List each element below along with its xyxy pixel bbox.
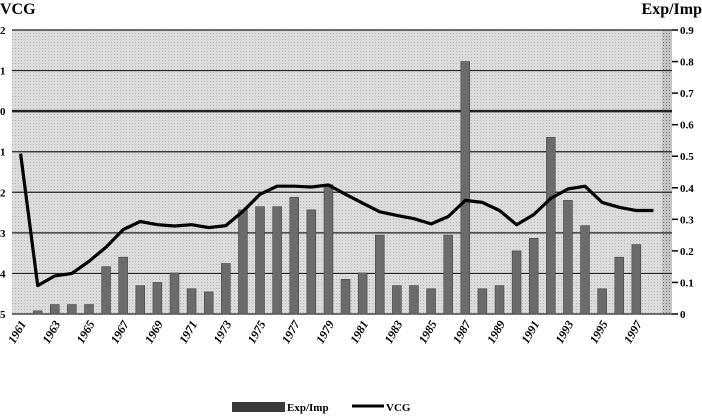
x-tick-label: 1991 bbox=[518, 318, 542, 346]
bar-exp-imp bbox=[272, 206, 282, 315]
left-tick-label: 0 bbox=[0, 106, 6, 118]
x-tick-label: 1997 bbox=[621, 317, 646, 346]
x-tick-label: 1979 bbox=[313, 318, 337, 346]
x-tick-label: 1987 bbox=[450, 317, 475, 346]
bar-exp-imp bbox=[614, 256, 624, 315]
right-tick-label: 0.7 bbox=[680, 88, 694, 100]
right-axis-strip bbox=[662, 30, 672, 314]
bar-exp-imp bbox=[409, 285, 419, 315]
x-tick-label: 1983 bbox=[381, 318, 405, 346]
right-tick-label: 0.1 bbox=[680, 277, 694, 289]
x-tick-label: 1995 bbox=[587, 318, 611, 346]
bar-exp-imp bbox=[221, 263, 231, 315]
bar-exp-imp bbox=[563, 200, 573, 315]
bar-exp-imp bbox=[50, 304, 60, 315]
bar-exp-imp bbox=[289, 196, 299, 315]
left-tick-label: 2 bbox=[0, 187, 6, 199]
bar-exp-imp bbox=[580, 225, 590, 315]
bar-exp-imp bbox=[340, 278, 351, 315]
bar-exp-imp bbox=[426, 288, 436, 315]
bar-exp-imp bbox=[169, 272, 180, 315]
x-tick-label: 1969 bbox=[142, 318, 166, 346]
left-tick-label: 5 bbox=[0, 309, 6, 321]
x-tick-label: 1967 bbox=[108, 317, 133, 346]
left-tick-label: 2 bbox=[0, 25, 6, 37]
legend-label-bars: Exp/Imp bbox=[287, 402, 329, 414]
left-axis-ticks: 2 1 0 1 2 3 4 5 bbox=[0, 25, 6, 321]
right-tick-label: 0.2 bbox=[680, 246, 694, 258]
right-tick-label: 0 bbox=[680, 309, 686, 321]
bar-exp-imp bbox=[84, 304, 94, 315]
bar-exp-imp bbox=[597, 288, 607, 315]
x-tick-label: 1981 bbox=[347, 318, 371, 346]
bar-exp-imp bbox=[118, 256, 128, 315]
right-tick-label: 0.8 bbox=[680, 57, 694, 69]
bar-exp-imp bbox=[494, 285, 505, 315]
right-axis-title: Exp/Imp bbox=[642, 1, 702, 18]
bar-exp-imp bbox=[546, 136, 556, 315]
bar-exp-imp bbox=[375, 234, 385, 315]
x-axis-ticks: 1961 1963 1965 1967 1969 1971 1973 1975 1977 1979… bbox=[5, 317, 645, 346]
line-series bbox=[19, 153, 654, 288]
left-tick-label: 4 bbox=[0, 268, 6, 280]
bar-exp-imp bbox=[511, 250, 522, 315]
x-tick-label: 1993 bbox=[552, 318, 576, 346]
bar-series bbox=[32, 61, 642, 315]
right-axis-ticks: 0.9 0.8 0.7 0.6 0.5 0.4 0.3 0.2 0.1 0 bbox=[672, 25, 694, 321]
x-tick-label: 1985 bbox=[416, 318, 440, 346]
bar-exp-imp bbox=[238, 209, 248, 315]
x-tick-label: 1965 bbox=[73, 318, 97, 346]
legend-swatch-bars bbox=[232, 402, 285, 412]
left-tick-label: 1 bbox=[0, 66, 6, 78]
x-tick-label: 1963 bbox=[39, 318, 63, 346]
right-tick-label: 0.3 bbox=[680, 214, 694, 226]
legend: Exp/Imp VCG bbox=[232, 402, 411, 414]
vcg-line bbox=[19, 153, 654, 288]
bar-exp-imp bbox=[152, 282, 163, 315]
right-tick-label: 0.4 bbox=[680, 183, 694, 195]
bar-exp-imp bbox=[67, 304, 77, 315]
x-tick-label: 1971 bbox=[176, 318, 200, 346]
x-tick-label: 1961 bbox=[5, 318, 29, 346]
bar-exp-imp bbox=[32, 310, 43, 315]
right-tick-label: 0.6 bbox=[680, 120, 694, 132]
left-axis-title: VCG bbox=[0, 1, 36, 18]
x-tick-label: 1977 bbox=[279, 317, 304, 346]
x-tick-label: 1989 bbox=[484, 318, 508, 346]
bar-exp-imp bbox=[477, 288, 488, 315]
bar-exp-imp bbox=[306, 209, 317, 315]
bar-exp-imp bbox=[323, 184, 334, 315]
bar-exp-imp bbox=[631, 244, 642, 315]
x-tick-label: 1975 bbox=[245, 318, 269, 346]
bar-exp-imp bbox=[135, 285, 146, 315]
bar-exp-imp bbox=[203, 291, 214, 315]
right-tick-label: 0.5 bbox=[680, 151, 694, 163]
left-tick-label: 1 bbox=[0, 147, 6, 159]
legend-label-line: VCG bbox=[386, 402, 411, 414]
bar-exp-imp bbox=[357, 272, 368, 315]
bar-exp-imp bbox=[528, 237, 539, 315]
right-tick-label: 0.9 bbox=[680, 25, 694, 37]
bar-exp-imp bbox=[186, 288, 197, 315]
bar-exp-imp bbox=[443, 234, 453, 315]
bar-exp-imp bbox=[101, 266, 111, 315]
bar-exp-imp bbox=[460, 61, 471, 315]
left-tick-label: 3 bbox=[0, 228, 6, 240]
bar-exp-imp bbox=[255, 206, 265, 315]
bar-exp-imp bbox=[392, 285, 402, 315]
x-tick-label: 1973 bbox=[210, 318, 234, 346]
